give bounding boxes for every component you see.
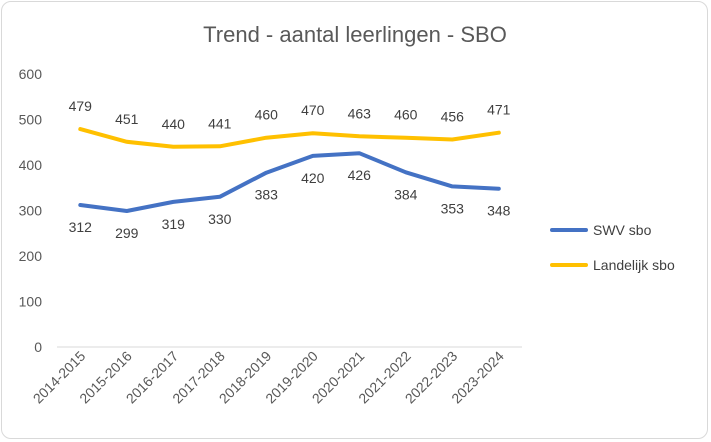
- y-axis: 0 100 200 300 400 500 600: [19, 66, 43, 355]
- data-label: 384: [394, 186, 418, 202]
- y-tick-label: 400: [19, 157, 43, 173]
- y-tick-label: 300: [19, 203, 43, 219]
- data-label: 460: [255, 107, 279, 123]
- data-label: 353: [441, 200, 465, 216]
- data-label: 456: [441, 109, 465, 125]
- series-layer: [78, 127, 501, 213]
- data-label: 451: [115, 111, 139, 127]
- y-tick-label: 0: [34, 339, 42, 355]
- legend-label: Landelijk sbo: [593, 257, 675, 273]
- data-label: 471: [487, 102, 511, 118]
- legend-label: SWV sbo: [593, 222, 652, 238]
- data-label: 312: [69, 219, 93, 235]
- series-line-0: [78, 151, 501, 213]
- data-label: 479: [69, 98, 93, 114]
- data-labels: 312 299 319 330 383 420 426 384 353 348 479 451 440 4…: [69, 98, 511, 241]
- data-label: 463: [348, 105, 372, 121]
- data-label: 460: [394, 107, 418, 123]
- data-label: 383: [255, 187, 279, 203]
- data-label: 426: [348, 167, 372, 183]
- legend: SWV sbo Landelijk sbo: [550, 222, 675, 273]
- data-label: 420: [301, 170, 325, 186]
- y-tick-label: 200: [19, 248, 43, 264]
- data-label: 348: [487, 203, 511, 219]
- x-axis: 2014-20152015-20162016-20172017-20182018…: [30, 348, 507, 407]
- series-line-1: [78, 127, 501, 149]
- data-label: 319: [162, 216, 186, 232]
- data-label: 441: [208, 115, 232, 131]
- chart-title: Trend - aantal leerlingen - SBO: [203, 22, 507, 47]
- y-tick-label: 100: [19, 294, 43, 310]
- y-tick-label: 500: [19, 112, 43, 128]
- data-label: 330: [208, 211, 232, 227]
- data-label: 299: [115, 225, 139, 241]
- data-label: 440: [162, 116, 186, 132]
- data-label: 470: [301, 102, 325, 118]
- y-tick-label: 600: [19, 66, 43, 82]
